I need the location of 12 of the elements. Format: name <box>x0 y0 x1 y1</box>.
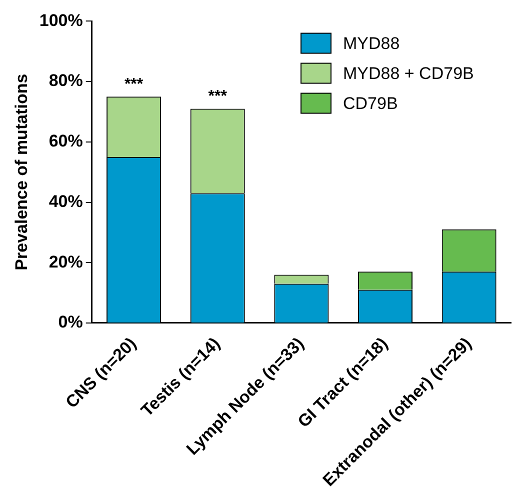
y-axis-title: Prevalence of mutations <box>12 74 31 270</box>
y-tick-label: 20% <box>48 252 83 272</box>
y-tick-label: 60% <box>48 132 83 151</box>
annotation: *** <box>124 76 144 94</box>
annotation: *** <box>208 88 228 106</box>
legend-label: MYD88 <box>343 34 400 53</box>
y-tick-label: 40% <box>48 192 83 211</box>
legend-label: CD79B <box>343 94 398 113</box>
y-tick-label: 100% <box>39 10 83 30</box>
y-tick-label: 0% <box>58 312 83 332</box>
y-tick-label: 80% <box>48 71 83 90</box>
legend-label: MYD88 + CD79B <box>343 64 474 83</box>
